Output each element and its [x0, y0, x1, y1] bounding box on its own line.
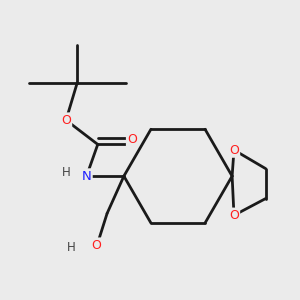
Text: H: H [67, 241, 76, 254]
Text: O: O [127, 134, 137, 146]
Text: O: O [91, 239, 101, 252]
Text: O: O [229, 209, 239, 222]
Text: H: H [61, 166, 70, 179]
Text: O: O [229, 143, 239, 157]
Text: N: N [82, 169, 92, 183]
Text: O: O [61, 114, 71, 127]
